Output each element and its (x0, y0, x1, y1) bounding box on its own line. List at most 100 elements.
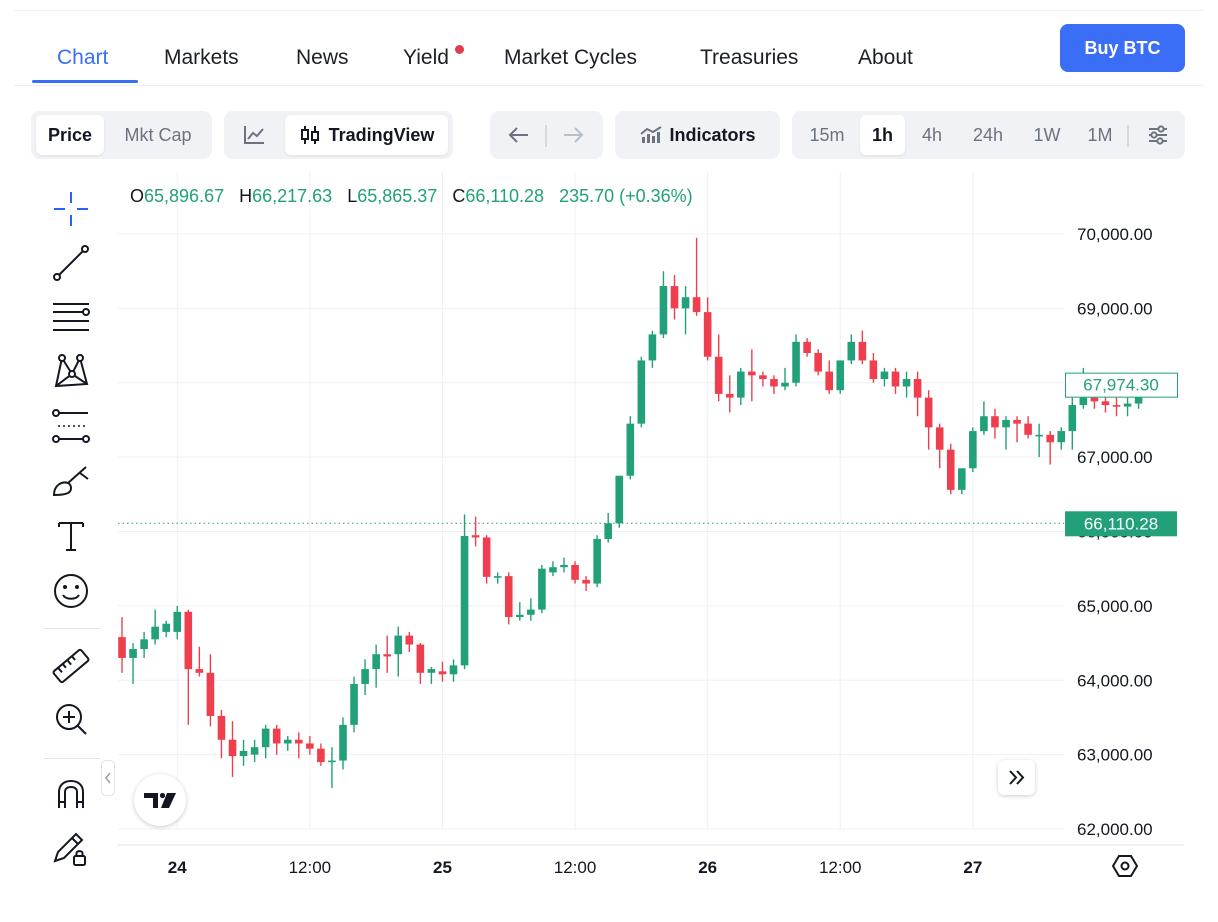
candles-icon (300, 126, 319, 144)
price-option[interactable]: Price (36, 115, 104, 155)
line-chart-icon (244, 126, 264, 144)
candle (692, 237, 701, 316)
candle (350, 676, 358, 733)
candle-body (858, 341, 867, 361)
trend-line-tool[interactable] (50, 242, 92, 284)
candle (239, 739, 248, 766)
candle-body (681, 297, 690, 309)
candle-body (549, 567, 557, 573)
candle (493, 572, 502, 584)
candle (1112, 397, 1121, 417)
lock-drawings-tool[interactable] (50, 828, 92, 870)
candle (626, 416, 635, 480)
tab-chart[interactable]: Chart (57, 46, 109, 69)
x-tick-label: 26 (698, 858, 717, 877)
scroll-to-realtime-button[interactable] (998, 760, 1035, 795)
scale-settings-button[interactable] (1111, 853, 1139, 879)
sliders-icon (1149, 125, 1167, 145)
top-divider (14, 10, 1204, 11)
interval-4h[interactable]: 4h (921, 124, 943, 145)
candle-body (1112, 405, 1121, 407)
candle-body (770, 379, 778, 387)
candle (1002, 416, 1010, 450)
brush-tool[interactable] (50, 461, 92, 503)
tab-about[interactable]: About (858, 46, 913, 69)
interval-15m[interactable]: 15m (809, 124, 845, 145)
candle (969, 427, 977, 472)
tab-market-cycles[interactable]: Market Cycles (504, 46, 638, 69)
candle-body (217, 715, 226, 740)
text-tool[interactable] (50, 515, 92, 557)
candle (394, 626, 403, 677)
buy-btc-button[interactable]: Buy BTC (1060, 24, 1185, 72)
candle-body (272, 728, 281, 744)
candle (725, 375, 734, 413)
candle-body (471, 535, 480, 538)
interval-divider (1127, 125, 1129, 147)
fib-retracement-tool[interactable] (50, 296, 92, 338)
candle (847, 334, 856, 365)
indicators-label: Indicators (669, 124, 756, 145)
redo-button[interactable] (552, 115, 594, 155)
chart-settings-button[interactable] (1138, 115, 1178, 155)
candle (781, 367, 789, 391)
candle-body (239, 750, 248, 757)
candle-body (582, 579, 590, 584)
candle-body (748, 371, 756, 376)
candle (714, 334, 723, 402)
candle-body (626, 423, 635, 476)
last-price-badge (1065, 372, 1178, 398)
candle (261, 724, 270, 759)
mkt-cap-option[interactable]: Mkt Cap (124, 124, 192, 145)
forecast-tool[interactable] (50, 405, 92, 447)
line-chart-option[interactable] (229, 115, 279, 155)
candle-body (306, 743, 314, 749)
candle-body (913, 379, 922, 398)
tab-yield[interactable]: Yield (403, 46, 449, 69)
zoom-in-icon (56, 704, 87, 735)
candle (637, 356, 646, 428)
candle-body (295, 739, 303, 744)
tab-news[interactable]: News (296, 46, 349, 69)
candle (770, 375, 778, 394)
magnet-tool[interactable] (50, 774, 92, 816)
candle-body (283, 739, 292, 744)
interval-1h[interactable]: 1h (860, 115, 905, 155)
emoji-tool[interactable] (50, 570, 92, 612)
interval-1w[interactable]: 1W (1033, 124, 1061, 145)
pattern-tool[interactable] (50, 350, 92, 392)
candle (317, 743, 325, 766)
candle-body (725, 393, 734, 398)
candle-body (1035, 434, 1043, 437)
y-tick-label: 64,000.00 (1077, 671, 1153, 690)
candle-body (261, 728, 270, 748)
candle (140, 631, 148, 658)
tradingview-option[interactable]: TradingView (285, 115, 448, 155)
brush-icon (52, 466, 89, 497)
crosshair-price-label: 66,110.28 (1084, 514, 1158, 533)
collapse-toolbar-handle[interactable] (101, 760, 115, 796)
candle-body (637, 360, 646, 424)
tab-treasuries[interactable]: Treasuries (700, 46, 799, 69)
candle (759, 371, 767, 387)
tab-markets[interactable]: Markets (164, 46, 239, 69)
undo-button[interactable] (498, 115, 540, 155)
crosshair-price-badge (1065, 511, 1177, 537)
candle-body (328, 760, 336, 763)
candle-body (714, 356, 723, 394)
zoom-in-tool[interactable] (50, 698, 92, 740)
interval-1m[interactable]: 1M (1087, 124, 1113, 145)
tradingview-logo[interactable] (134, 774, 186, 826)
indicators-button[interactable]: Indicators (621, 115, 774, 155)
interval-24h[interactable]: 24h (972, 124, 1004, 145)
close-key: C (452, 186, 466, 206)
candle-body (814, 353, 822, 372)
crosshair-tool[interactable] (50, 188, 92, 230)
last-price-label: 67,974.30 (1083, 376, 1159, 395)
measure-tool[interactable] (50, 645, 92, 687)
candle-body (361, 669, 369, 684)
candle (184, 609, 193, 725)
candle-body (482, 537, 491, 577)
ohlc-legend: O65,896.67 H66,217.63 L65,865.37 C66,110… (130, 186, 703, 207)
